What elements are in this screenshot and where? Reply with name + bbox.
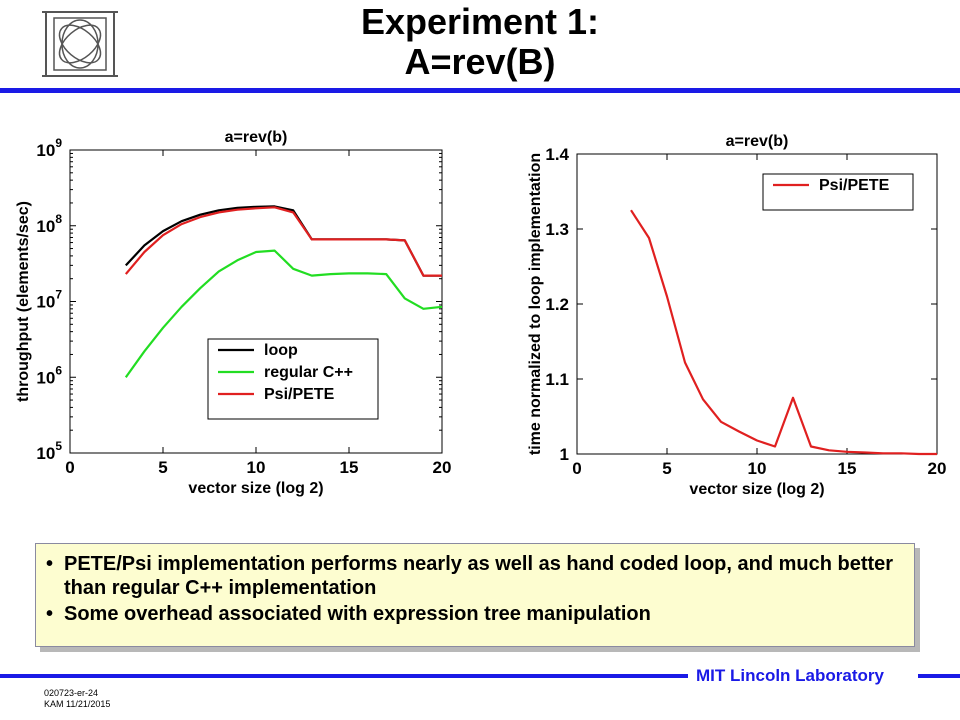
bullet-dot: • [46, 553, 54, 575]
y-axis-label: throughput (elements/sec) [15, 201, 32, 402]
y-tick-label: 1.3 [545, 220, 569, 239]
chart-title: a=rev(b) [225, 129, 288, 146]
bullet-item: • Some overhead associated with expressi… [46, 602, 904, 626]
normalized-time-chart: a=rev(b) 0 5 10 15 20 1 1.1 1.2 1.3 1.4 vector size… [480, 118, 960, 508]
y-tick-label: 1.2 [545, 295, 569, 314]
x-tick-label: 15 [838, 459, 857, 478]
y-tick-label: 105 [36, 439, 62, 463]
legend-box [207, 338, 379, 420]
footer-code: 020723-er-24 [44, 688, 99, 698]
series-line [630, 209, 937, 456]
y-tick-label: 1 [560, 445, 569, 464]
series-line [124, 205, 442, 277]
y-tick-label: 1.1 [545, 370, 569, 389]
x-tick-label: 20 [928, 459, 947, 478]
x-tick-label: 0 [65, 458, 74, 477]
x-tick-label: 10 [748, 459, 767, 478]
x-tick-label: 5 [662, 459, 671, 478]
series-line [124, 206, 442, 277]
chart-title: a=rev(b) [726, 133, 789, 150]
y-tick-label: 106 [36, 363, 62, 387]
legend-label: Psi/PETE [819, 177, 890, 194]
slide-title-line2: A=rev(B) [404, 41, 556, 82]
x-tick-label: 15 [340, 458, 359, 477]
y-tick-label: 1.4 [545, 145, 569, 164]
bullet-dot: • [46, 603, 54, 625]
bullet-text: Some overhead associated with expression… [64, 603, 651, 625]
summary-box: • PETE/Psi implementation performs nearl… [35, 543, 915, 647]
x-tick-label: 20 [433, 458, 452, 477]
y-axis-label: time normalized to loop implementation [527, 153, 544, 455]
x-tick-label: 0 [572, 459, 581, 478]
legend-label: regular C++ [264, 364, 353, 381]
bullet-item: • PETE/Psi implementation performs nearl… [46, 552, 904, 600]
footer-author-date: KAM 11/21/2015 [44, 699, 111, 709]
mit-lincoln-logo [40, 8, 120, 80]
title-divider [0, 88, 960, 93]
x-axis-label: vector size (log 2) [188, 480, 323, 497]
series-line [124, 249, 443, 378]
y-tick-label: 109 [36, 136, 62, 160]
footer-lab-name: MIT Lincoln Laboratory [696, 666, 884, 685]
legend-label: loop [264, 342, 298, 359]
legend-label: Psi/PETE [264, 386, 335, 403]
y-tick-label: 107 [36, 288, 62, 312]
slide-title-line1: Experiment 1: [360, 1, 600, 42]
x-tick-label: 5 [158, 458, 167, 477]
x-axis-label: vector size (log 2) [689, 481, 824, 498]
footer-divider [0, 674, 960, 678]
x-tick-label: 10 [247, 458, 266, 477]
throughput-chart: a=rev(b) 0 5 10 15 20 105 106 107 108 109 vector si… [0, 118, 470, 508]
legend-box [762, 173, 914, 211]
y-tick-label: 108 [36, 212, 62, 236]
bullet-text: PETE/Psi implementation performs nearly … [64, 553, 894, 599]
